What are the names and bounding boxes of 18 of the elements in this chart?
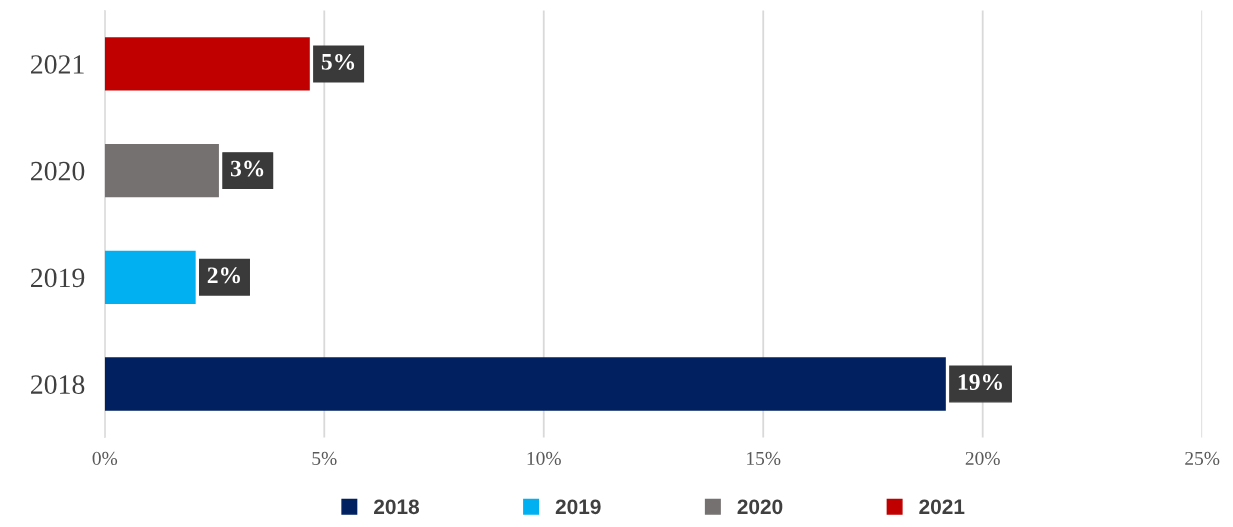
data-label: 2%	[207, 267, 240, 284]
legend-label: 2020	[737, 499, 783, 515]
legend-label: 2021	[919, 499, 965, 515]
y-tick-label: 2018	[31, 375, 85, 394]
x-tick-label: 15%	[747, 451, 781, 466]
y-tick-label: 2021	[31, 55, 84, 74]
legend-label: 2019	[555, 499, 601, 515]
data-label: 19%	[958, 374, 1002, 391]
x-tick-label: 0%	[92, 451, 118, 466]
y-tick-label: 2020	[31, 161, 85, 181]
data-label: 5%	[321, 53, 355, 70]
x-tick-label: 10%	[527, 451, 561, 466]
x-tick-label: 5%	[312, 451, 337, 466]
x-tick-label: 25%	[1185, 451, 1220, 466]
y-tick-label: 2019	[31, 268, 85, 288]
legend-label: 2018	[374, 499, 420, 515]
x-tick-label: 20%	[965, 451, 1000, 466]
data-label: 3%	[230, 160, 264, 177]
